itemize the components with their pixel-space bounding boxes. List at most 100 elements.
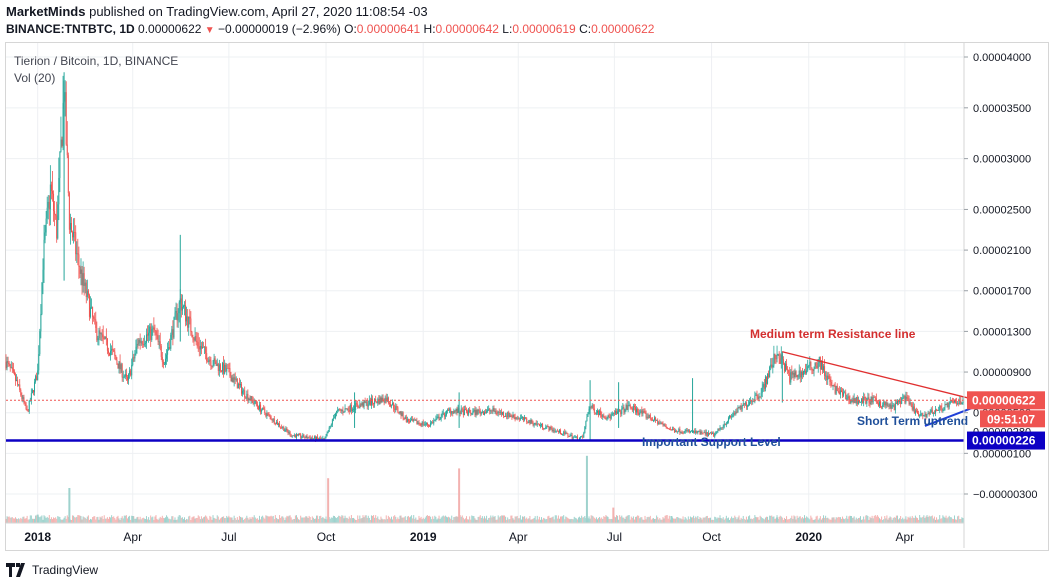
last-price-tag-label: 0.00000622: [972, 393, 1036, 407]
candle-body: [467, 411, 469, 415]
candle-body: [115, 355, 117, 360]
volume-bar: [247, 517, 249, 523]
author-name[interactable]: MarketMinds: [6, 4, 86, 19]
volume-bar: [959, 519, 961, 523]
volume-bar: [70, 519, 72, 523]
candle-body: [509, 415, 511, 418]
volume-bar: [372, 515, 374, 523]
volume-bar: [486, 515, 488, 523]
candle-body: [534, 423, 536, 425]
volume-bar: [511, 515, 513, 523]
candle-body: [826, 375, 828, 381]
volume-bar: [940, 518, 942, 523]
volume-bar: [92, 517, 94, 523]
candle-body: [793, 373, 795, 378]
candle-body: [156, 334, 158, 336]
volume-bar: [379, 519, 381, 523]
candle-body: [187, 316, 189, 328]
candle-body: [633, 406, 635, 408]
candle-body: [398, 412, 400, 414]
candle-body: [125, 374, 127, 377]
candle-body: [178, 302, 180, 314]
candle-body: [368, 399, 370, 405]
candle-body: [780, 354, 782, 364]
candle-body: [330, 424, 332, 426]
volume-bar: [45, 517, 47, 523]
candle-body: [459, 412, 461, 415]
candle-body: [605, 418, 607, 420]
candle-body: [205, 346, 207, 354]
candle-body: [367, 404, 369, 407]
support-price-tag: [967, 431, 1045, 450]
candle-body: [345, 408, 347, 410]
candle-body: [157, 335, 159, 342]
volume-bar: [872, 518, 874, 523]
volume-bar: [266, 515, 268, 523]
volume-bar: [563, 515, 565, 523]
candle-body: [754, 395, 756, 402]
volume-bar: [117, 515, 119, 523]
candle-body: [782, 359, 784, 364]
volume-bar: [18, 518, 20, 523]
volume-bar: [495, 519, 497, 523]
candle-body: [193, 339, 195, 341]
candle-body: [884, 401, 886, 406]
volume-bar: [819, 516, 821, 523]
volume-bar: [550, 517, 552, 523]
volume-spike: [612, 507, 615, 523]
volume-bar: [211, 519, 213, 523]
candle-body: [861, 398, 863, 402]
open-label: O:: [344, 22, 357, 36]
candle-body: [701, 431, 703, 433]
volume-bar: [505, 516, 507, 523]
volume-bar: [473, 516, 475, 523]
candle-body: [228, 367, 230, 369]
candle-body: [303, 434, 305, 438]
volume-bar: [857, 518, 859, 523]
candle-body: [200, 345, 202, 349]
volume-bar: [533, 518, 535, 523]
candle-body: [47, 201, 49, 208]
volume-bar: [196, 517, 198, 523]
volume-bar: [859, 516, 861, 523]
candle-body: [295, 434, 297, 438]
volume-bar: [501, 515, 503, 523]
candle-body: [283, 427, 285, 431]
candle-body: [663, 424, 665, 426]
volume-bar: [564, 519, 566, 523]
candle-body: [741, 405, 743, 410]
chart-frame[interactable]: [5, 42, 1049, 551]
candle-body: [829, 378, 831, 382]
volume-bar: [695, 516, 697, 523]
volume-bar: [326, 519, 328, 523]
candle-body: [623, 407, 625, 413]
volume-bar: [20, 517, 22, 523]
candle-body: [874, 397, 876, 399]
candle-body: [31, 390, 33, 394]
candle-body: [495, 410, 497, 414]
candle-body: [740, 405, 742, 410]
candle-body: [796, 375, 798, 378]
volume-bar: [576, 519, 578, 523]
footer-brand[interactable]: TradingView: [32, 563, 99, 577]
candle-body: [643, 411, 645, 413]
volume-bar: [138, 519, 140, 523]
y-tick-label: 0.00001300: [973, 326, 1031, 338]
volume-bar: [388, 517, 390, 523]
volume-bar: [217, 516, 219, 523]
candle-body: [596, 410, 598, 413]
candle-body: [533, 424, 535, 426]
candle-body: [389, 404, 391, 407]
candle-body: [435, 418, 437, 421]
candle-body: [261, 409, 263, 412]
volume-bar: [552, 516, 554, 523]
candle-body: [44, 232, 46, 240]
candle-body: [291, 435, 293, 437]
volume-bar: [145, 516, 147, 523]
candle-body: [37, 370, 39, 381]
volume-bar: [922, 516, 924, 523]
volume-bar: [699, 517, 701, 523]
volume-bar: [941, 518, 943, 523]
candle-body: [287, 431, 289, 434]
